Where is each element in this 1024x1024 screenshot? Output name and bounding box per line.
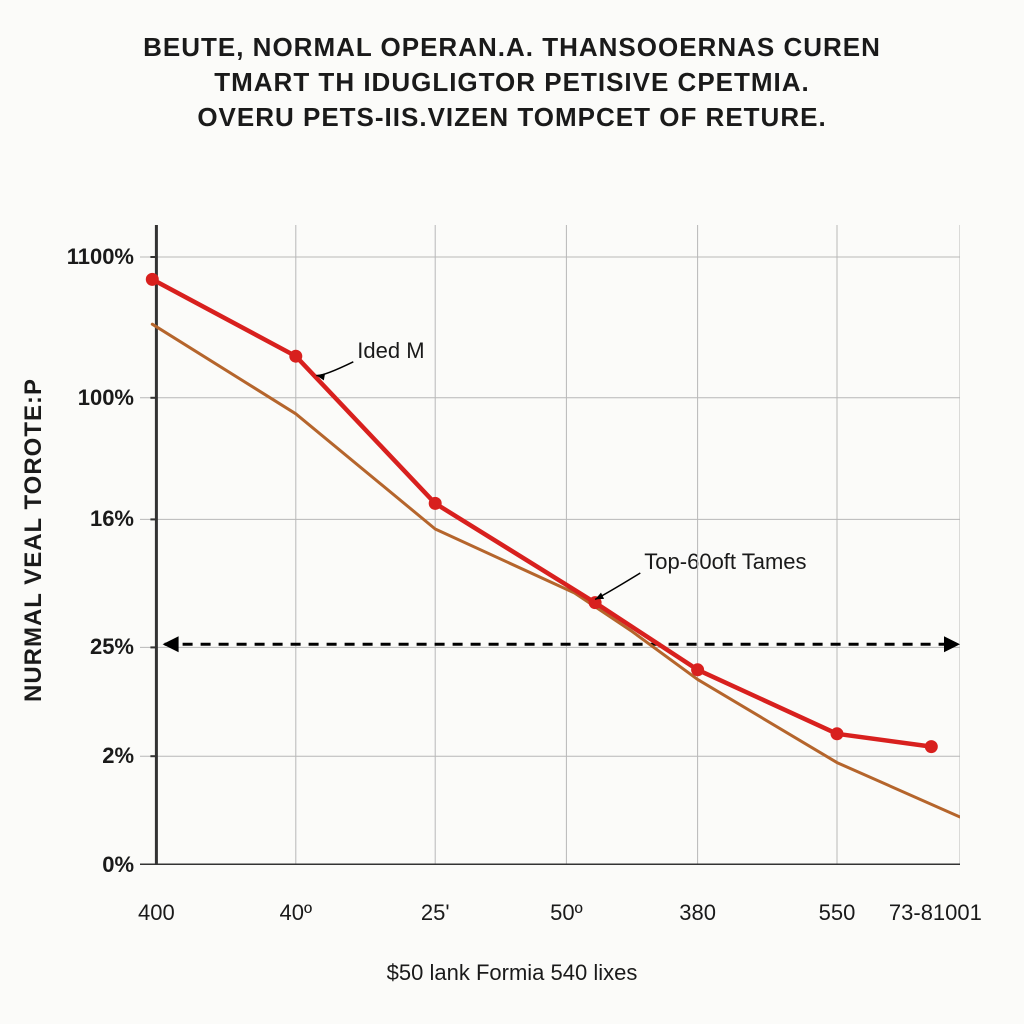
y-tick-label: 2% — [102, 743, 134, 769]
y-tick-label: 16% — [90, 506, 134, 532]
x-tick-label: 550 — [819, 900, 856, 926]
x-tick-label: 40º — [280, 900, 313, 926]
x-axis-label: $50 lank Formia 540 lixes — [0, 960, 1024, 986]
chart-plot-area — [140, 225, 960, 865]
chart-title: BEUTE, NORMAL OPERAN.A. THANSOOERNAS CUR… — [0, 30, 1024, 135]
chart-svg — [140, 225, 960, 865]
title-line-1: BEUTE, NORMAL OPERAN.A. THANSOOERNAS CUR… — [0, 30, 1024, 65]
y-tick-label: 1100% — [67, 244, 134, 270]
y-tick-label: 25% — [90, 634, 134, 660]
y-axis-label: NURMAL VEAL TOROTE:P — [20, 378, 48, 702]
title-line-2: TMART TH IDUGLIGTOR PETISIVE CPETMIA. — [0, 65, 1024, 100]
x-tick-label: 50º — [550, 900, 583, 926]
x-tick-label: 400 — [138, 900, 175, 926]
y-tick-label: 100% — [78, 385, 134, 411]
x-tick-label: 73-81001 — [889, 900, 982, 926]
x-tick-label: 25' — [421, 900, 450, 926]
x-tick-label: 380 — [679, 900, 716, 926]
title-line-3: OVERU PETS-IIS.VIZEN TOMPCET OF RETURE. — [0, 100, 1024, 135]
y-tick-label: 0% — [102, 852, 134, 878]
page: BEUTE, NORMAL OPERAN.A. THANSOOERNAS CUR… — [0, 0, 1024, 1024]
